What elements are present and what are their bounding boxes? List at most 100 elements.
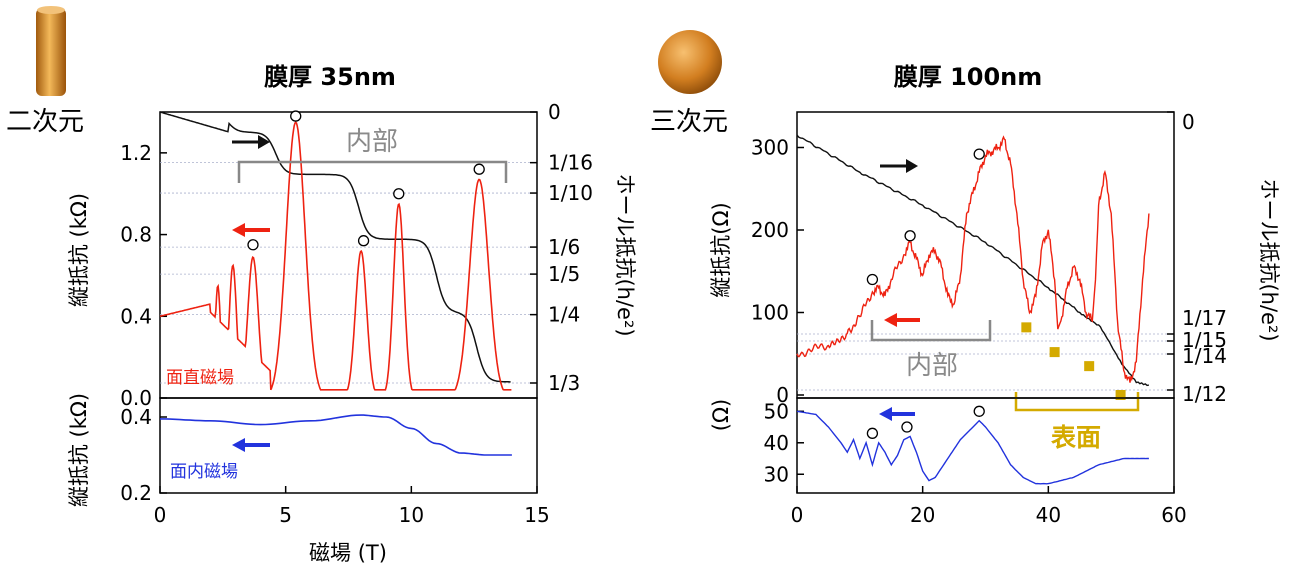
- left-in-plane-resistance-line: [160, 414, 512, 456]
- right-hall-reference-lines: [797, 333, 1174, 391]
- sphere-copper-icon: [658, 30, 722, 94]
- right-top-y-ticks: 0 100 200 300: [751, 136, 804, 407]
- right-right-axis-label: ホール抵抗(h/e²): [1257, 178, 1281, 341]
- left-inner-bracket: 内部: [237, 127, 508, 183]
- right-peak-circle: [866, 273, 879, 286]
- right-bottom-peak-circle: [866, 427, 879, 439]
- left-right-tick-label: 1/4: [548, 303, 580, 327]
- right-top-y-tick-label: 100: [751, 301, 789, 325]
- left-chart-title: 膜厚 35nm: [263, 63, 396, 91]
- left-right-tick-label: 1/10: [548, 181, 593, 205]
- left-top-right-ticks: 0 1/16 1/10 1/6 1/5 1/4 1/3: [530, 100, 593, 395]
- right-top-y-tick-label: 0: [776, 383, 789, 407]
- right-x-tick-label: 40: [1036, 503, 1061, 527]
- right-bottom-y-tick-label: 40: [764, 431, 789, 455]
- right-bottom-frame: [796, 397, 1175, 494]
- left-top-y-tick-label: 1.2: [120, 141, 152, 165]
- right-x-tick-label: 20: [910, 503, 935, 527]
- right-top-right-ticks: 0 1/171/151/14 1/12: [1167, 110, 1227, 406]
- right-bottom-y-axis-label: (Ω): [709, 399, 733, 431]
- right-x-ticks: 0 20 40 60: [791, 486, 1187, 527]
- left-dimension-label: 二次元: [6, 107, 84, 137]
- right-top-y-tick-label: 200: [751, 218, 789, 242]
- right-top-y-axis-label: 縦抵抗(Ω): [709, 202, 733, 297]
- left-peak-circle: [290, 110, 302, 122]
- right-chart-title: 膜厚 100nm: [893, 63, 1043, 91]
- left-right-axis-label: ホール抵抗(h/e²): [613, 173, 637, 336]
- right-surface-markers: [1021, 322, 1126, 400]
- right-inner-bracket: 内部: [870, 320, 992, 381]
- right-right-tick-label: 0: [1182, 110, 1195, 134]
- left-x-axis-label: 磁場 (T): [309, 541, 387, 565]
- left-red-series-label: 面直磁場: [166, 368, 234, 388]
- red-arrow-left-icon: [232, 223, 270, 237]
- left-x-tick-label: 5: [279, 503, 292, 527]
- left-bottom-y-tick-label: 0.4: [120, 405, 152, 429]
- blue-arrow-left-icon: [232, 438, 270, 452]
- red-arrow-left-icon-2: [884, 313, 920, 327]
- left-bottom-y-tick-label: 0.2: [120, 481, 152, 505]
- right-inner-label: 内部: [906, 351, 958, 381]
- right-dimension-label: 三次元: [650, 107, 728, 137]
- right-peak-markers: [866, 148, 985, 286]
- right-bottom-y-tick-label: 50: [764, 399, 789, 423]
- right-right-tick-label: 1/15: [1182, 328, 1227, 352]
- right-surface-square: [1049, 347, 1060, 358]
- cylinder-copper-icon: [36, 6, 66, 96]
- right-right-tick-label: 1/14: [1182, 344, 1227, 368]
- right-surface-label: 表面: [1051, 423, 1101, 452]
- right-bottom-peak-circle: [901, 421, 913, 433]
- right-surface-bracket: 表面: [1014, 392, 1140, 452]
- left-right-tick-label: 1/5: [548, 262, 580, 286]
- left-top-y-tick-label: 0.8: [120, 223, 152, 247]
- left-bottom-y-axis-label: 縦抵抗 (kΩ): [67, 393, 91, 507]
- left-top-y-tick-label: 0.4: [120, 304, 152, 328]
- right-bottom-y-tick-label: 30: [764, 462, 789, 486]
- right-top-y-tick-label: 300: [751, 136, 789, 160]
- left-right-tick-label: 1/16: [548, 151, 593, 175]
- left-inner-label: 内部: [346, 127, 398, 157]
- left-bottom-panel: 0.2 0.4 面内磁場: [120, 397, 538, 505]
- left-top-y-axis-label: 縦抵抗 (kΩ): [67, 193, 91, 307]
- right-top-panel: 0 100 200 300 0 1/171/151/14 1/12 内部 表面: [751, 110, 1227, 452]
- right-x-tick-label: 60: [1161, 503, 1186, 527]
- left-x-tick-label: 0: [154, 503, 167, 527]
- right-bottom-peak-circle: [973, 405, 985, 417]
- left-peak-circle: [357, 235, 370, 247]
- left-top-y-ticks: 0.0 0.4 0.8 1.2: [120, 141, 167, 410]
- blue-arrow-left-icon-2: [879, 407, 915, 421]
- right-peak-circle: [904, 230, 916, 242]
- right-peak-circle: [973, 148, 985, 160]
- right-right-tick-label: 1/17: [1182, 306, 1227, 330]
- left-longitudinal-resistance-line: [159, 120, 512, 391]
- left-right-tick-label: 1/6: [548, 235, 580, 259]
- left-blue-series-label: 面内磁場: [170, 462, 238, 482]
- left-x-tick-label: 15: [524, 503, 549, 527]
- left-hall-resistance-line: [159, 111, 511, 383]
- right-bottom-panel: 30 40 50: [764, 397, 1175, 494]
- left-bottom-frame: [159, 397, 538, 494]
- right-right-tick-label: 1/12: [1182, 382, 1227, 406]
- black-arrow-right-icon: [232, 135, 270, 149]
- right-longitudinal-resistance-line: [796, 135, 1150, 383]
- left-top-panel: 0.0 0.4 0.8 1.2 0 1/16 1/10 1/6 1/5 1/4 1/3 内部 面直…: [120, 100, 593, 410]
- left-hall-reference-lines: [160, 162, 537, 384]
- right-bottom-peak-markers: [866, 405, 985, 439]
- left-peak-circle: [473, 163, 485, 175]
- right-surface-square: [1115, 390, 1126, 400]
- right-x-tick-label: 0: [791, 503, 804, 527]
- left-bottom-y-ticks: 0.2 0.4: [120, 405, 167, 505]
- left-peak-markers: [247, 110, 485, 251]
- black-arrow-right-icon-2: [880, 159, 918, 173]
- right-surface-square: [1021, 322, 1032, 333]
- right-bottom-y-ticks: 30 40 50: [764, 399, 804, 486]
- left-right-tick-label: 0: [548, 100, 561, 124]
- left-right-tick-label: 1/3: [548, 371, 580, 395]
- left-x-tick-label: 10: [399, 503, 424, 527]
- left-top-y-tick-label: 0.0: [120, 386, 152, 410]
- right-in-plane-resistance-line: [796, 410, 1149, 485]
- left-peak-circle: [247, 239, 259, 251]
- right-surface-square: [1084, 361, 1095, 372]
- left-x-ticks: 0 5 10 15: [154, 486, 550, 527]
